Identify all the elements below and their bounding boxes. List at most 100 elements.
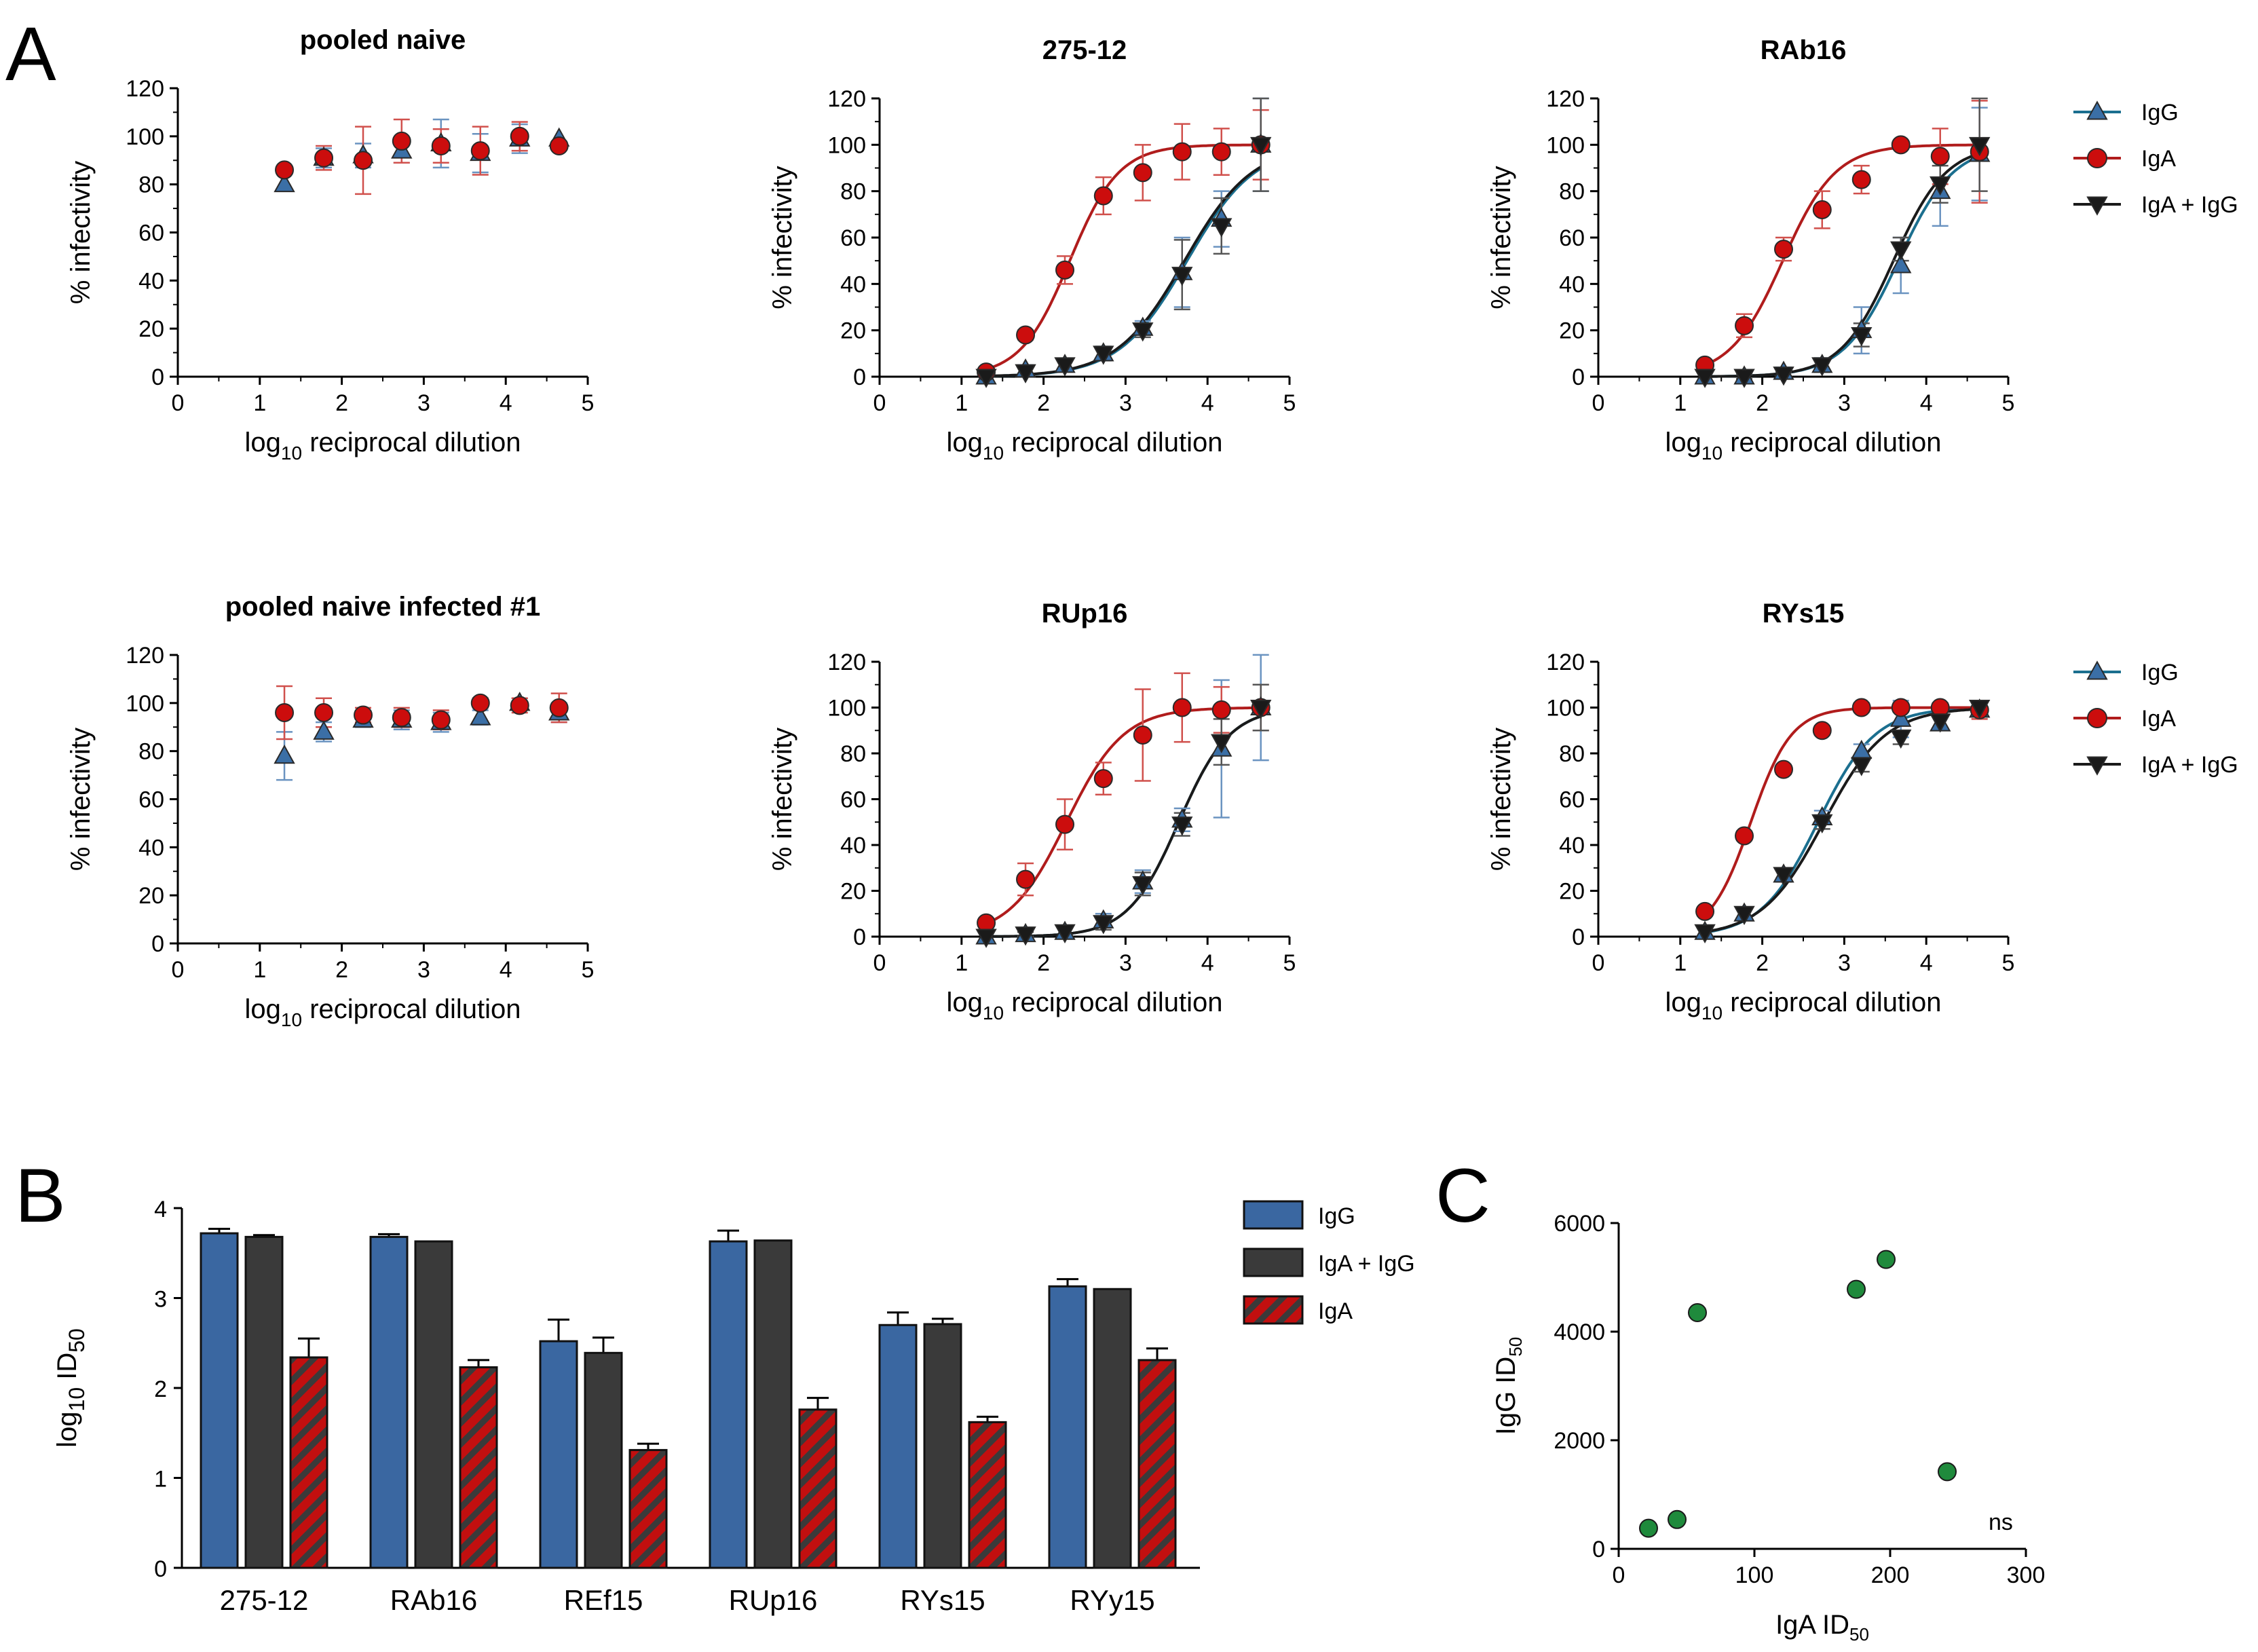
category-label: REf15 bbox=[564, 1584, 643, 1616]
x-axis-label-sub: 50 bbox=[1849, 1624, 1869, 1645]
x-tick-label: 3 bbox=[1838, 390, 1851, 416]
x-tick-label: 2 bbox=[1037, 390, 1050, 416]
x-axis-label-rest: reciprocal dilution bbox=[1723, 428, 1941, 457]
y-tick-label: 0 bbox=[154, 1556, 167, 1582]
point-iga bbox=[1055, 260, 1075, 280]
x-tick-label: 0 bbox=[172, 957, 185, 983]
x-axis-label-main: log bbox=[1666, 988, 1701, 1017]
point-combo bbox=[1054, 924, 1076, 944]
x-axis-label-rest: reciprocal dilution bbox=[302, 428, 521, 457]
point-combo bbox=[1211, 218, 1233, 238]
x-tick-label: 200 bbox=[1871, 1562, 1910, 1588]
x-tick-label: 3 bbox=[1119, 390, 1132, 416]
legend-label-igg: IgG bbox=[2141, 100, 2179, 126]
point-iga bbox=[275, 703, 295, 722]
x-axis-label-rest: reciprocal dilution bbox=[1004, 428, 1222, 457]
x-tick-label: 300 bbox=[2007, 1562, 2046, 1588]
legend-marker-igg bbox=[2086, 100, 2108, 120]
point-combo bbox=[1054, 357, 1076, 377]
x-axis-label-rest: reciprocal dilution bbox=[1723, 988, 1941, 1017]
x-tick-label: 0 bbox=[1592, 950, 1605, 976]
bar-bar_combo bbox=[584, 1351, 623, 1569]
y-axis-label-main: IgG ID bbox=[1491, 1357, 1521, 1435]
bar-bar_combo bbox=[414, 1240, 453, 1569]
x-axis-label-sub: 10 bbox=[281, 443, 302, 464]
x-axis-label: log10 reciprocal dilution bbox=[947, 988, 1223, 1024]
y-tick-label: 0 bbox=[1592, 1537, 1605, 1562]
legend-a-bottom: IgG IgA IgA + IgG bbox=[2073, 660, 2238, 778]
point-iga bbox=[1735, 826, 1754, 846]
x-tick-label: 5 bbox=[2002, 390, 2015, 416]
x-tick-label: 4 bbox=[1201, 950, 1214, 976]
y-axis-label-sub: 10 bbox=[64, 1387, 89, 1412]
x-tick-label: 2 bbox=[335, 390, 348, 416]
y-tick-label: 0 bbox=[853, 924, 866, 950]
panel-label-c: C bbox=[1435, 1153, 1490, 1238]
x-tick-label: 3 bbox=[1119, 950, 1132, 976]
x-tick-label: 4 bbox=[1920, 390, 1933, 416]
point-combo bbox=[1930, 713, 1951, 733]
y-tick-label: 20 bbox=[840, 879, 866, 905]
point-iga bbox=[1774, 240, 1794, 259]
category-label: RUp16 bbox=[729, 1584, 818, 1616]
bar-bar_igg bbox=[200, 1232, 239, 1569]
bar-bar_iga bbox=[968, 1421, 1007, 1569]
y-tick-label: 40 bbox=[840, 271, 866, 297]
x-tick-label: 4 bbox=[1920, 950, 1933, 976]
y-tick-label: 1 bbox=[154, 1467, 167, 1493]
y-tick-label: 40 bbox=[138, 268, 164, 294]
point-combo bbox=[1250, 700, 1272, 719]
chart-title: 275-12 bbox=[1042, 35, 1127, 65]
y-tick-label: 100 bbox=[126, 691, 164, 717]
point-iga bbox=[1851, 170, 1871, 189]
x-axis-label-main: log bbox=[245, 994, 281, 1024]
point-igg bbox=[313, 720, 335, 740]
plot-pooled-naive: pooled naive 0 20 40 60 80 100 120 0 1 2 3 4 5 log10 r… bbox=[66, 25, 594, 464]
x-tick-label: 1 bbox=[955, 950, 968, 976]
point-combo bbox=[1093, 915, 1114, 935]
point-iga bbox=[1891, 135, 1911, 155]
x-tick-label: 0 bbox=[172, 390, 185, 416]
point-iga bbox=[1016, 325, 1036, 345]
bar-bar_igg bbox=[878, 1324, 918, 1569]
y-tick-label: 100 bbox=[1546, 132, 1585, 158]
bar-bar_igg bbox=[539, 1340, 578, 1569]
bar-bar_iga bbox=[628, 1448, 668, 1569]
y-tick-label: 0 bbox=[151, 931, 164, 957]
legend-marker-combo bbox=[2086, 756, 2108, 776]
y-axis-label-sub2: 50 bbox=[64, 1328, 89, 1353]
point-combo bbox=[1969, 700, 1991, 719]
x-tick-label: 1 bbox=[1674, 950, 1687, 976]
point-combo bbox=[1211, 734, 1233, 753]
y-tick-label: 120 bbox=[827, 86, 866, 112]
x-axis-label-sub: 10 bbox=[983, 443, 1004, 464]
plot-rup16: RUp16 0 20 40 60 80 100 120 0 1 2 3 4 5 log10 reciproc… bbox=[768, 599, 1296, 1024]
point-combo bbox=[1171, 816, 1193, 836]
point-combo bbox=[1851, 327, 1873, 347]
x-tick-label: 0 bbox=[1592, 390, 1605, 416]
y-tick-label: 4000 bbox=[1554, 1319, 1605, 1345]
point-combo bbox=[1969, 136, 1991, 157]
y-tick-label: 60 bbox=[138, 787, 164, 813]
x-tick-label: 5 bbox=[2002, 950, 2015, 976]
category-label: RYs15 bbox=[900, 1584, 985, 1616]
point-iga bbox=[1133, 726, 1152, 745]
x-axis-label: log10 reciprocal dilution bbox=[245, 428, 521, 464]
y-tick-label: 80 bbox=[840, 179, 866, 205]
point-combo bbox=[1132, 322, 1154, 342]
x-axis-label-sub: 10 bbox=[1701, 443, 1723, 464]
y-tick-label: 120 bbox=[126, 76, 164, 102]
x-axis-label: log10 reciprocal dilution bbox=[1666, 428, 1942, 464]
x-tick-label: 3 bbox=[1838, 950, 1851, 976]
bar-bar_iga bbox=[798, 1408, 838, 1569]
point-combo bbox=[1773, 867, 1794, 886]
x-axis-label-main: log bbox=[947, 428, 983, 457]
bar-bar_combo bbox=[923, 1323, 962, 1569]
legend-label-bar_combo: IgA + IgG bbox=[1318, 1251, 1415, 1277]
point-iga bbox=[431, 136, 451, 155]
y-tick-label: 6000 bbox=[1554, 1211, 1605, 1237]
y-tick-label: 80 bbox=[138, 172, 164, 198]
x-tick-label: 1 bbox=[1674, 390, 1687, 416]
x-tick-label: 0 bbox=[873, 390, 886, 416]
point-iga bbox=[1930, 147, 1950, 166]
